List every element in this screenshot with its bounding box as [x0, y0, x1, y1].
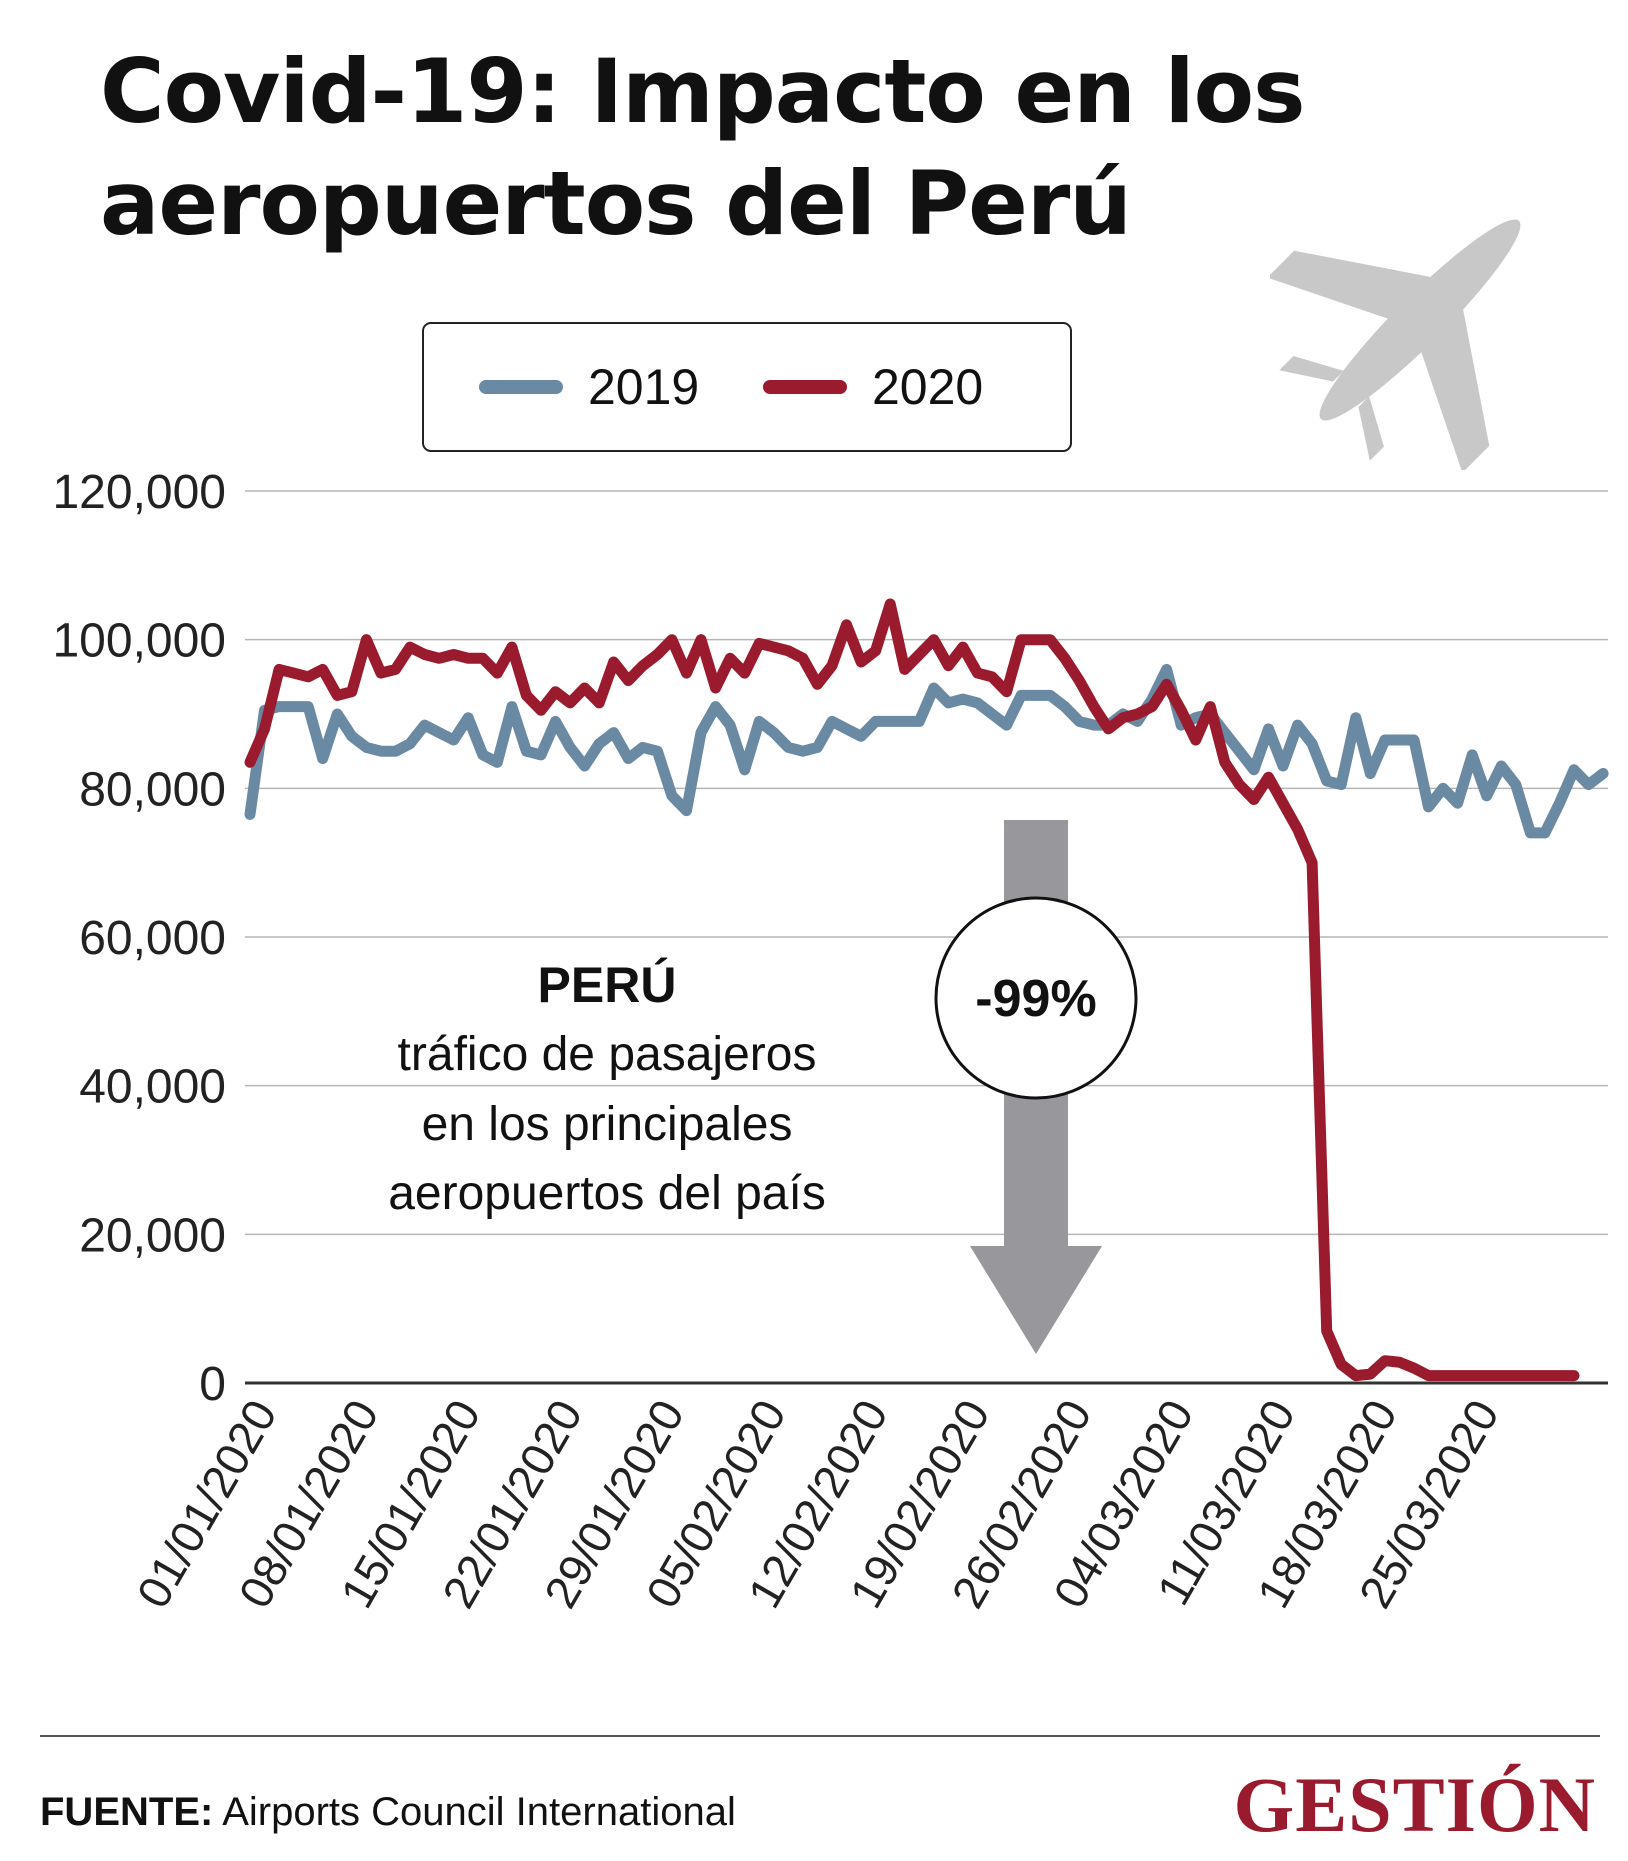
source-text: Airports Council International: [222, 1790, 736, 1834]
series-line-2020: [244, 598, 1580, 1382]
chart-title-line-2: aeropuertos del Perú: [100, 152, 1132, 255]
change-badge: -99%: [934, 896, 1138, 1100]
y-tick-label: 80,000: [79, 763, 226, 816]
source-label: FUENTE:: [40, 1790, 214, 1834]
annotation-heading: PERÚ: [538, 957, 677, 1013]
y-axis-ticks: 0 20,000 40,000 60,000 80,000 100,000 120,000: [52, 466, 226, 1411]
source-note: FUENTE: Airports Council International: [40, 1790, 736, 1835]
brand-logo: GESTIÓN: [1233, 1761, 1596, 1848]
legend-label-2019: 2019: [588, 359, 699, 415]
footer-divider: [40, 1735, 1600, 1737]
series-line-2019: [244, 663, 1609, 839]
annotation-line-3: aeropuertos del país: [388, 1167, 826, 1220]
series-lines: [244, 598, 1609, 1382]
x-axis-ticks: 01/01/202008/01/202015/01/202022/01/2020…: [127, 1391, 1509, 1616]
y-tick-label: 60,000: [79, 912, 226, 965]
legend-box: 2019 2020: [422, 322, 1072, 452]
gridlines: [245, 490, 1608, 1385]
y-tick-label: 0: [199, 1358, 226, 1411]
legend-label-2020: 2020: [872, 359, 983, 415]
badge-label: -99%: [975, 970, 1096, 1028]
annotation-text: PERÚ tráfico de pasajeros en los princip…: [388, 957, 826, 1220]
y-tick-label: 120,000: [52, 466, 226, 519]
line-chart: 020,00040,00060,00080,000100,000120,000 …: [52, 322, 1609, 1616]
chart-title-line-1: Covid-19: Impacto en los: [100, 40, 1305, 143]
y-tick-label: 20,000: [79, 1209, 226, 1262]
down-arrow-head: [970, 1246, 1102, 1354]
badge-circle: [934, 896, 1138, 1100]
chart-title: Covid-19: Impacto en los aeropuertos del…: [100, 36, 1400, 260]
y-tick-label: 100,000: [52, 615, 226, 668]
annotation-line-1: tráfico de pasajeros: [398, 1028, 817, 1081]
airplane-icon: [1270, 219, 1521, 470]
annotation-line-2: en los principales: [422, 1098, 793, 1151]
y-tick-label: 40,000: [79, 1061, 226, 1114]
